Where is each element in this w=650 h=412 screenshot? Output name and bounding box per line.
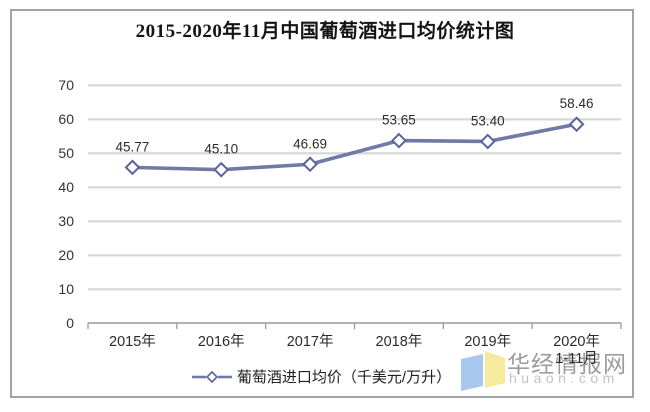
legend: 葡萄酒进口均价（千美元/万升） xyxy=(11,366,631,387)
logo-yellow-panel xyxy=(485,351,505,388)
chart-title: 2015-2020年11月中国葡萄酒进口均价统计图 xyxy=(135,21,515,42)
chart-border-frame xyxy=(10,9,634,398)
legend-label: 葡萄酒进口均价（千美元/万升） xyxy=(236,369,452,386)
watermark-domain: huaon.com xyxy=(509,370,619,386)
watermark-name: 华经情报网 xyxy=(507,351,627,377)
huaon-logo-icon xyxy=(461,351,505,391)
legend-marker-icon xyxy=(191,370,232,383)
logo-blue-panel xyxy=(461,354,483,391)
legend-diamond xyxy=(205,370,219,383)
